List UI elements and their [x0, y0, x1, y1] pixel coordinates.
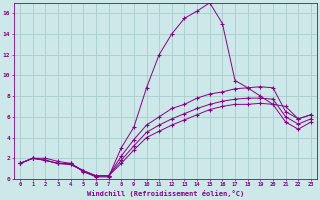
- X-axis label: Windchill (Refroidissement éolien,°C): Windchill (Refroidissement éolien,°C): [87, 190, 244, 197]
